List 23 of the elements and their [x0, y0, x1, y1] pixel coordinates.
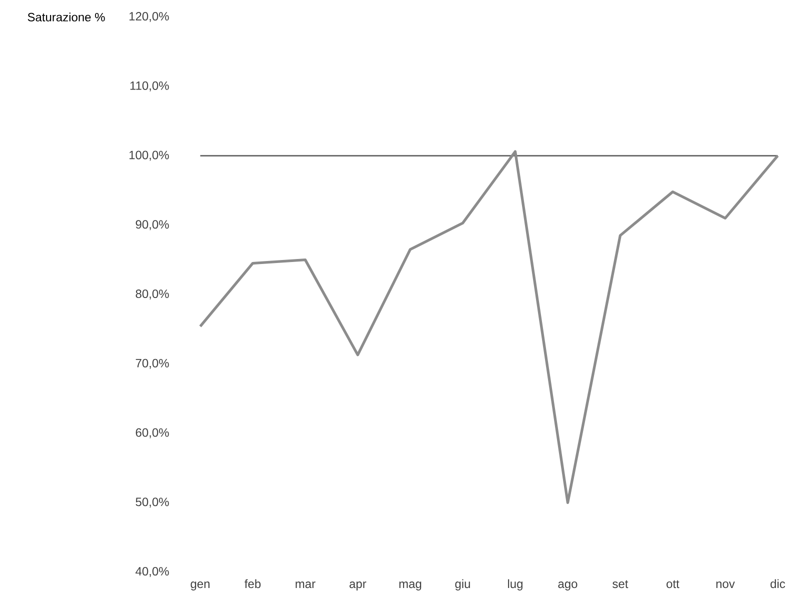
y-tick-label: 100,0%: [130, 150, 169, 161]
x-tick-label: mag: [399, 582, 422, 590]
line-series: [198, 150, 780, 504]
x-tick-label: ago: [558, 582, 578, 590]
y-axis-title: Saturazione %: [28, 12, 105, 22]
y-tick-label: 90,0%: [136, 220, 169, 230]
x-tick-label: lug: [508, 579, 522, 590]
x-tick-label: ott: [666, 580, 680, 588]
y-tick-label: 70,0%: [136, 358, 169, 369]
y-tick-label: 110,0%: [130, 81, 169, 92]
x-tick-label: set: [612, 580, 628, 588]
x-tick-label: feb: [244, 579, 261, 588]
y-tick-label: 120,0%: [130, 12, 169, 22]
x-tick-label: mar: [296, 582, 316, 588]
x-tick-label: gen: [190, 582, 210, 590]
x-tick-label: nov: [716, 582, 735, 588]
x-tick-label: apr: [350, 582, 366, 590]
y-tick-label: 40,0%: [136, 567, 169, 577]
y-tick-label: 50,0%: [136, 498, 169, 508]
x-tick-label: giu: [455, 579, 470, 590]
y-tick-label: 80,0%: [136, 290, 169, 300]
x-tick-label: dic: [770, 579, 786, 588]
y-tick-label: 60,0%: [136, 428, 169, 438]
